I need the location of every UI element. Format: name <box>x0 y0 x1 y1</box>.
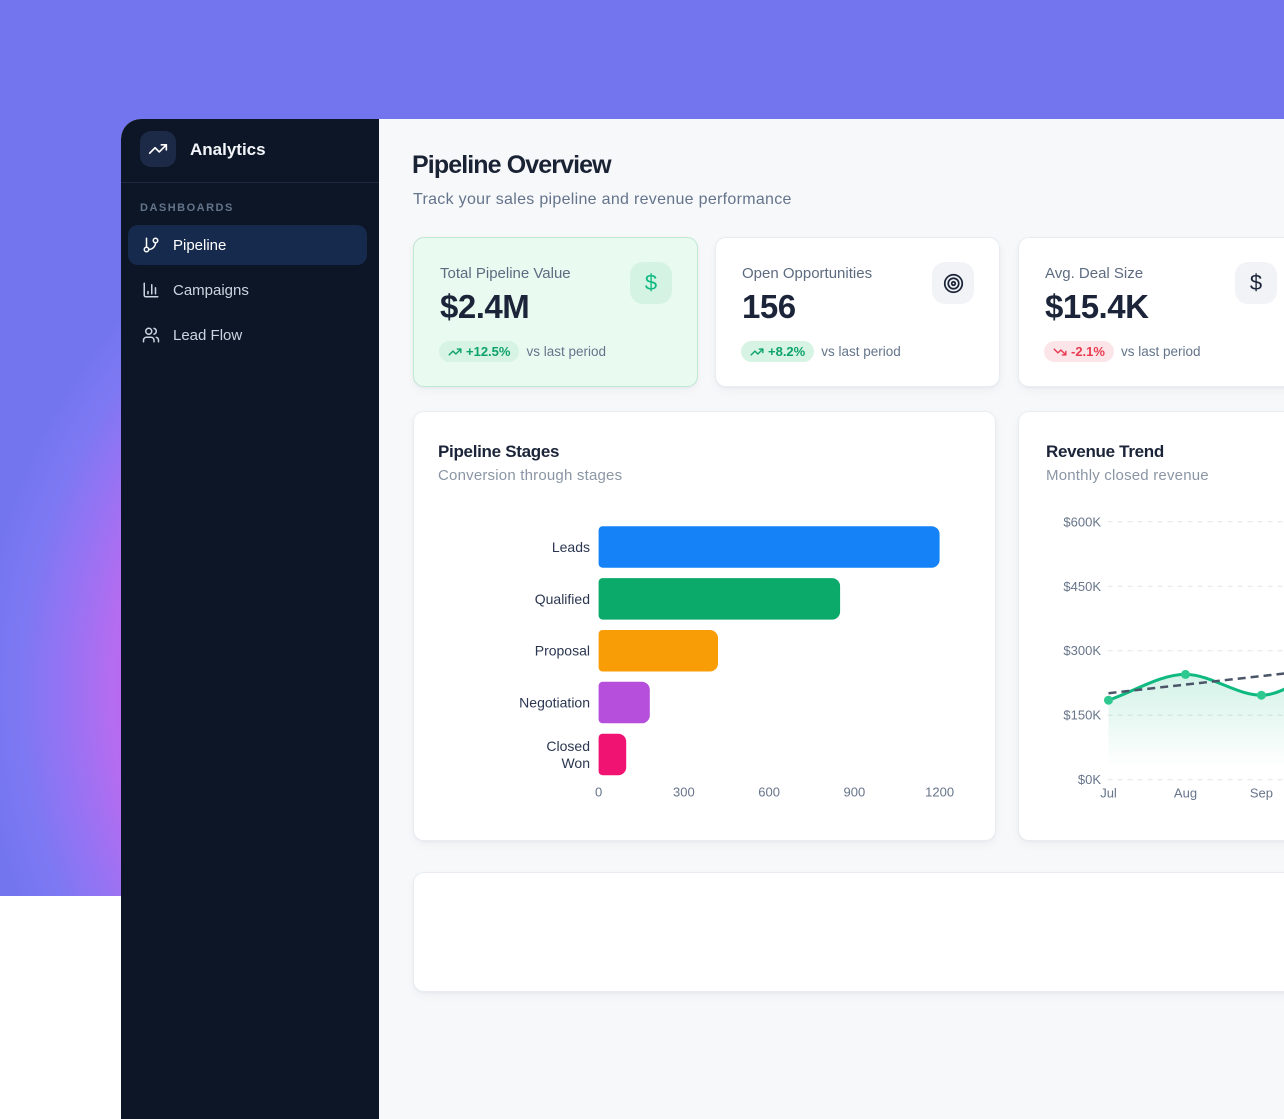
svg-text:Negotiation: Negotiation <box>519 695 590 711</box>
svg-text:$0K: $0K <box>1078 772 1101 787</box>
svg-text:300: 300 <box>673 785 695 800</box>
svg-text:$600K: $600K <box>1063 514 1101 529</box>
svg-text:$150K: $150K <box>1063 708 1101 723</box>
svg-text:900: 900 <box>844 785 866 800</box>
svg-text:600: 600 <box>758 785 780 800</box>
svg-text:Aug: Aug <box>1174 786 1197 801</box>
svg-text:1200: 1200 <box>925 785 954 800</box>
svg-text:Closed: Closed <box>546 738 590 754</box>
svg-text:Sep: Sep <box>1250 786 1273 801</box>
svg-text:Proposal: Proposal <box>535 643 590 659</box>
svg-text:0: 0 <box>595 785 602 800</box>
svg-text:Leads: Leads <box>552 539 590 555</box>
svg-text:Qualified: Qualified <box>535 591 590 607</box>
svg-text:$450K: $450K <box>1063 579 1101 594</box>
svg-text:Won: Won <box>561 755 590 771</box>
svg-text:Jul: Jul <box>1100 786 1117 801</box>
svg-text:$300K: $300K <box>1063 643 1101 658</box>
